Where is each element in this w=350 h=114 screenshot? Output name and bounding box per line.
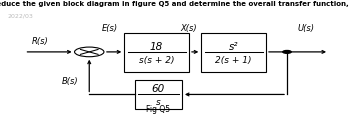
Circle shape (283, 51, 291, 54)
Circle shape (75, 48, 104, 57)
Text: 2022/03: 2022/03 (7, 14, 33, 19)
Text: Reduce the given block diagram in figure Q5 and determine the overall transfer f: Reduce the given block diagram in figure… (0, 1, 350, 6)
FancyBboxPatch shape (124, 34, 189, 72)
Text: 2(s + 1): 2(s + 1) (215, 56, 252, 65)
Text: Fig Q5: Fig Q5 (147, 105, 170, 113)
Text: s(s + 2): s(s + 2) (139, 56, 174, 65)
Text: B(s): B(s) (62, 76, 78, 85)
Text: 60: 60 (152, 83, 165, 93)
Text: X(s): X(s) (180, 24, 197, 33)
Text: U(s): U(s) (298, 24, 315, 33)
Text: R(s): R(s) (32, 37, 49, 45)
Text: s²: s² (229, 41, 238, 51)
FancyBboxPatch shape (135, 80, 182, 109)
Text: 18: 18 (150, 41, 163, 51)
FancyBboxPatch shape (201, 34, 266, 72)
Text: s: s (156, 98, 161, 106)
Text: E(s): E(s) (102, 24, 118, 33)
